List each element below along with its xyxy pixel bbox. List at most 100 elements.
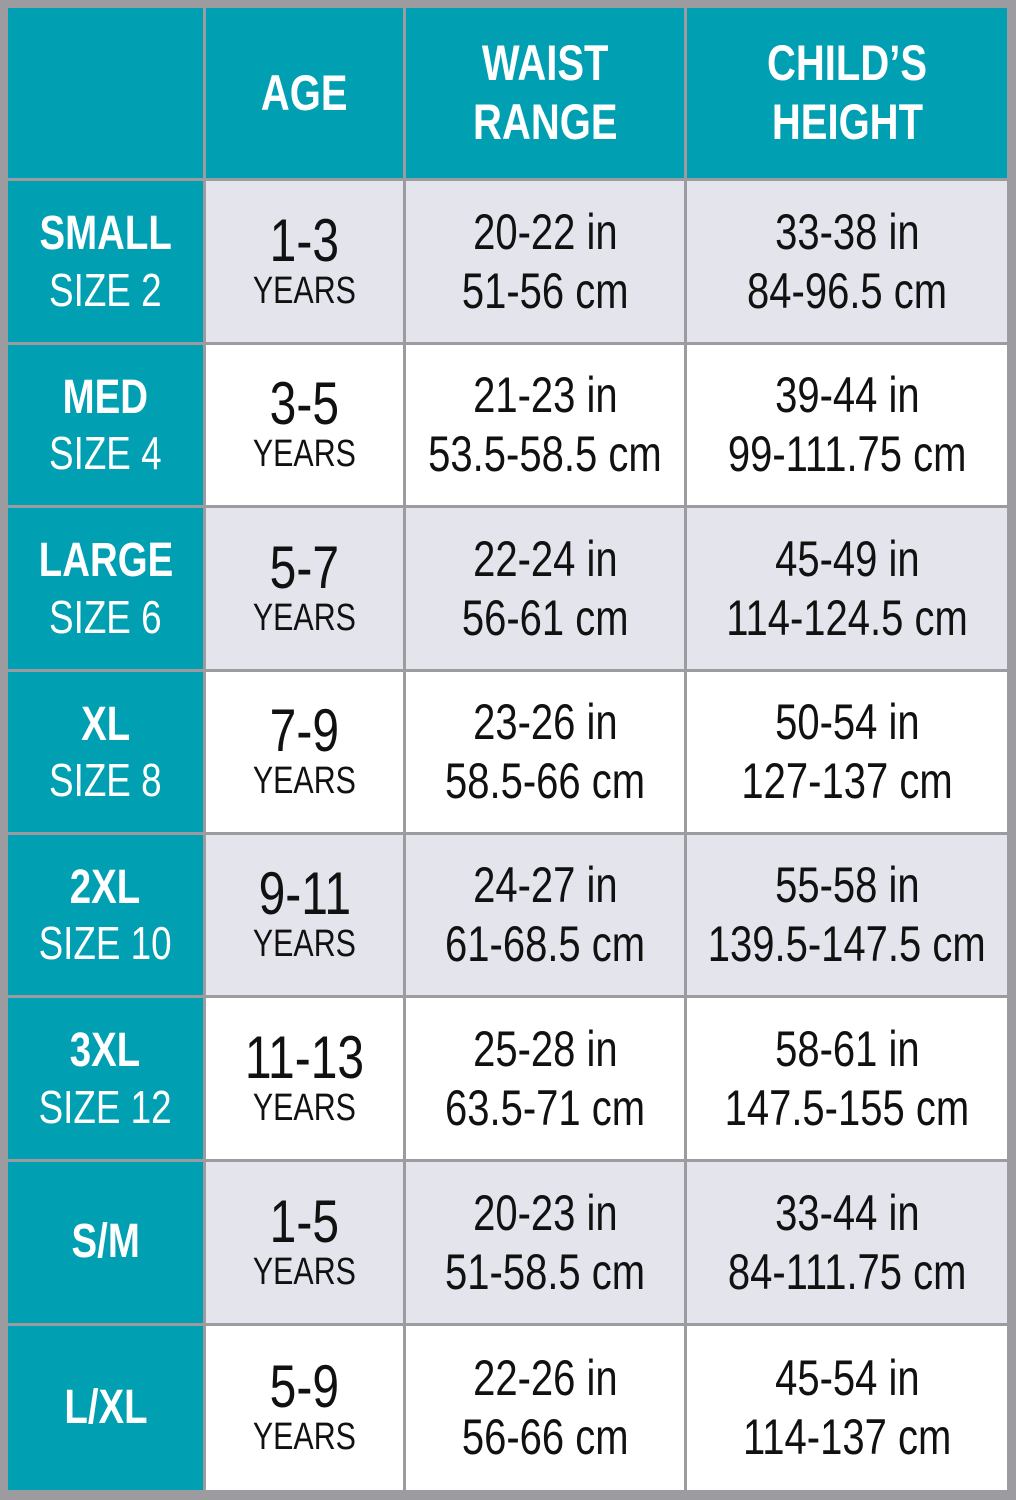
size-cell: SMALL SIZE 2 [8,181,203,342]
height-in: 45-54 in [774,1350,920,1406]
waist-in: 25-28 in [472,1020,618,1077]
age-unit: YEARS [252,760,357,803]
age-range: 11-13 [244,1023,365,1091]
age-unit: YEARS [252,433,357,476]
age-unit: YEARS [252,269,357,312]
size-cell: 3XL SIZE 12 [8,998,203,1159]
size-name: XL [80,697,131,751]
age-unit: YEARS [252,596,357,639]
age-cell: 5-9 YEARS [206,1326,403,1490]
height-in: 39-44 in [774,367,920,423]
size-cell: S/M [8,1162,203,1323]
height-cm: 114-137 cm [742,1409,952,1465]
size-cell: LARGE SIZE 6 [8,508,203,669]
waist-in: 22-24 in [472,530,618,587]
header-text: RANGE [472,94,618,150]
waist-cell: 23-26 in 58.5-66 cm [406,672,684,832]
height-in: 50-54 in [774,694,920,750]
height-cell: 45-49 in 114-124.5 cm [687,508,1007,669]
header-text: CHILD’S [767,35,927,91]
waist-cell: 20-22 in 51-56 cm [406,181,684,342]
size-name: SMALL [39,207,172,261]
waist-cell: 21-23 in 53.5-58.5 cm [406,345,684,505]
size-number: SIZE 10 [39,917,172,970]
height-cm: 84-111.75 cm [727,1243,967,1300]
waist-cell: 22-26 in 56-66 cm [406,1326,684,1490]
size-number: SIZE 12 [39,1080,172,1133]
height-cm: 84-96.5 cm [746,262,948,319]
age-unit: YEARS [252,923,357,966]
age-range: 9-11 [258,860,351,928]
size-cell: L/XL [8,1326,203,1490]
height-cell: 33-44 in 84-111.75 cm [687,1162,1007,1323]
height-cm: 147.5-155 cm [724,1079,970,1136]
size-number: SIZE 2 [49,263,162,316]
waist-cm: 56-61 cm [461,589,629,646]
header-cell: WAIST RANGE [406,8,684,178]
height-cell: 33-38 in 84-96.5 cm [687,181,1007,342]
header-cell: CHILD’S HEIGHT [687,8,1007,178]
height-cm: 114-124.5 cm [726,589,968,646]
size-name: LARGE [38,534,173,588]
size-number: SIZE 8 [49,754,162,807]
waist-cell: 25-28 in 63.5-71 cm [406,998,684,1159]
age-unit: YEARS [252,1086,357,1129]
height-in: 45-49 in [774,530,920,587]
header-text: WAIST [481,35,609,91]
waist-cm: 56-66 cm [461,1409,629,1465]
waist-in: 22-26 in [472,1350,618,1406]
waist-cell: 20-23 in 51-58.5 cm [406,1162,684,1323]
size-number: SIZE 6 [49,590,162,643]
age-range: 1-5 [269,1187,340,1255]
height-in: 55-58 in [774,857,920,913]
waist-cm: 61-68.5 cm [444,916,646,972]
header-corner [8,8,203,178]
size-name: MED [62,370,149,424]
height-cm: 99-111.75 cm [727,426,967,482]
size-cell: MED SIZE 4 [8,345,203,505]
size-cell: XL SIZE 8 [8,672,203,832]
age-range: 5-7 [269,533,340,601]
waist-cm: 58.5-66 cm [444,753,646,809]
waist-in: 24-27 in [472,857,618,913]
height-in: 33-38 in [774,203,920,260]
waist-in: 20-23 in [472,1184,618,1241]
height-cell: 50-54 in 127-137 cm [687,672,1007,832]
height-cell: 58-61 in 147.5-155 cm [687,998,1007,1159]
age-cell: 5-7 YEARS [206,508,403,669]
height-cm: 127-137 cm [741,753,953,809]
age-cell: 1-5 YEARS [206,1162,403,1323]
age-cell: 7-9 YEARS [206,672,403,832]
height-cm: 139.5-147.5 cm [708,916,986,972]
height-cell: 39-44 in 99-111.75 cm [687,345,1007,505]
waist-in: 23-26 in [472,694,618,750]
waist-cell: 22-24 in 56-61 cm [406,508,684,669]
header-cell: AGE [206,8,403,178]
height-in: 33-44 in [774,1184,920,1241]
waist-cm: 53.5-58.5 cm [428,426,662,482]
waist-cm: 63.5-71 cm [444,1079,646,1136]
age-range: 5-9 [269,1353,340,1421]
age-cell: 11-13 YEARS [206,998,403,1159]
waist-cm: 51-56 cm [461,262,629,319]
size-name: 2XL [70,860,141,914]
size-name: 3XL [70,1024,141,1078]
height-cell: 45-54 in 114-137 cm [687,1326,1007,1490]
age-range: 1-3 [269,206,340,274]
age-unit: YEARS [252,1250,357,1293]
size-name: S/M [71,1215,140,1269]
header-text: HEIGHT [771,94,923,150]
size-cell: 2XL SIZE 10 [8,835,203,995]
age-cell: 1-3 YEARS [206,181,403,342]
waist-cell: 24-27 in 61-68.5 cm [406,835,684,995]
waist-in: 20-22 in [472,203,618,260]
header-text: AGE [261,64,348,121]
waist-in: 21-23 in [472,367,618,423]
size-number: SIZE 4 [49,427,162,480]
height-in: 58-61 in [774,1020,920,1077]
age-cell: 9-11 YEARS [206,835,403,995]
age-cell: 3-5 YEARS [206,345,403,505]
waist-cm: 51-58.5 cm [444,1243,646,1300]
height-cell: 55-58 in 139.5-147.5 cm [687,835,1007,995]
